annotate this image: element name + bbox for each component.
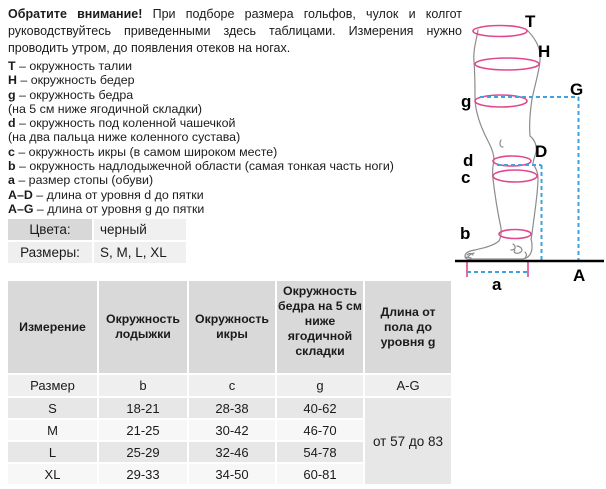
param-row: Размер b c g A-G bbox=[8, 375, 451, 396]
header-thigh: Окружность бедра на 5 см ниже ягодичной … bbox=[277, 281, 363, 373]
table-row-l: L 25-29 32-46 54-78 bbox=[8, 442, 451, 462]
g-cell: 46-70 bbox=[277, 420, 363, 440]
size-cell: XL bbox=[8, 464, 97, 484]
label-a: a bbox=[492, 275, 502, 292]
sizes-label: Размеры: bbox=[8, 242, 92, 263]
table-row-xl: XL 29-33 34-50 60-81 bbox=[8, 464, 451, 484]
notice-line-3: проводить утром, до появления отеков на … bbox=[8, 41, 291, 55]
notice-line-1-rest: При подборе размера гольфов, чулок и кол… bbox=[142, 7, 463, 21]
ankle-ellipse-b bbox=[498, 228, 532, 240]
leg-diagram: T H G g D d c b a A bbox=[455, 12, 604, 292]
colors-value: черный bbox=[94, 219, 186, 240]
measurement-ellipses bbox=[466, 24, 540, 277]
foot-outline bbox=[464, 238, 533, 260]
c-cell: 30-42 bbox=[189, 420, 275, 440]
param-c: c bbox=[189, 375, 275, 396]
colors-label: Цвета: bbox=[8, 219, 92, 240]
definition-H: H – окружность бедер bbox=[8, 73, 135, 88]
ankle-detail bbox=[510, 243, 528, 259]
header-measurement: Измерение bbox=[8, 281, 97, 373]
definition-g-note: (на 5 см ниже ягодичной складки) bbox=[8, 101, 203, 116]
label-H: H bbox=[538, 42, 550, 61]
definition-AD: A–D – длина от уровня d до пятки bbox=[8, 187, 204, 202]
header-ankle: Окружность лодыжки bbox=[99, 281, 187, 373]
attribute-table: Цвета: черный Размеры: S, M, L, XL bbox=[6, 217, 188, 265]
label-G: G bbox=[570, 80, 583, 99]
leg-outline-group bbox=[464, 29, 541, 260]
header-calf: Окружность икры bbox=[189, 281, 275, 373]
notice-bold-lead: Обратите внимание! bbox=[8, 7, 143, 21]
g-cell: 40-62 bbox=[277, 398, 363, 418]
b-cell: 18-21 bbox=[99, 398, 187, 418]
definition-d: d – окружность под коленной чашечкой bbox=[8, 116, 236, 131]
calf-ellipse-c bbox=[492, 169, 538, 183]
toe-detail bbox=[464, 252, 475, 259]
definition-b: b – окружность надлодыжечной области (са… bbox=[8, 159, 394, 174]
c-cell: 28-38 bbox=[189, 398, 275, 418]
header-length: Длина от пола до уровня g bbox=[365, 281, 451, 373]
label-A: A bbox=[573, 266, 585, 285]
table-row-m: M 21-25 30-42 46-70 bbox=[8, 420, 451, 440]
label-g: g bbox=[461, 92, 471, 111]
ag-merged-cell: от 57 до 83 bbox=[365, 398, 451, 484]
sizes-row: Размеры: S, M, L, XL bbox=[8, 242, 186, 263]
table-row-s: S 18-21 28-38 40-62 от 57 до 83 bbox=[8, 398, 451, 484]
b-cell: 21-25 bbox=[99, 420, 187, 440]
definition-g: g – окружность бедра bbox=[8, 87, 134, 102]
definition-c: c – окружность икры (в самом широком мес… bbox=[8, 144, 278, 159]
b-cell: 25-29 bbox=[99, 442, 187, 462]
hip-ellipse-H bbox=[474, 57, 540, 71]
notice-line-2: руководствуйтесь приведенными здесь табл… bbox=[8, 24, 462, 38]
c-cell: 32-46 bbox=[189, 442, 275, 462]
waist-ellipse-T bbox=[472, 24, 528, 38]
length-lines bbox=[467, 96, 580, 273]
notice-paragraph: Обратите внимание! При подборе размера г… bbox=[8, 6, 462, 57]
definition-a: a – размер стопы (обуви) bbox=[8, 173, 154, 188]
c-cell: 34-50 bbox=[189, 464, 275, 484]
sizes-value: S, M, L, XL bbox=[94, 242, 186, 263]
size-chart-table: Измерение Окружность лодыжки Окружность … bbox=[6, 279, 453, 486]
colors-row: Цвета: черный bbox=[8, 219, 186, 240]
label-c: c bbox=[461, 168, 470, 187]
param-size: Размер bbox=[8, 375, 97, 396]
notice-line-1: Обратите внимание! При подборе размера г… bbox=[8, 6, 462, 23]
g-cell: 60-81 bbox=[277, 464, 363, 484]
label-d: d bbox=[463, 151, 473, 170]
definition-AG: A–G – длина от уровня g до пятки bbox=[8, 201, 205, 216]
leg-outline-left bbox=[473, 29, 502, 251]
knee-detail bbox=[499, 139, 504, 148]
size-cell: M bbox=[8, 420, 97, 440]
param-ag: A-G bbox=[365, 375, 451, 396]
label-D: D bbox=[535, 142, 547, 161]
definition-d-note: (на два пальца ниже коленного сустава) bbox=[8, 130, 241, 145]
g-cell: 54-78 bbox=[277, 442, 363, 462]
size-cell: L bbox=[8, 442, 97, 462]
definitions-list: T – окружность талии H – окружность беде… bbox=[8, 59, 460, 216]
size-cell: S bbox=[8, 398, 97, 418]
leg-outline-right bbox=[526, 29, 541, 240]
b-cell: 29-33 bbox=[99, 464, 187, 484]
size-chart-header-row: Измерение Окружность лодыжки Окружность … bbox=[8, 281, 451, 373]
label-b: b bbox=[460, 224, 470, 243]
param-b: b bbox=[99, 375, 187, 396]
label-T: T bbox=[525, 12, 536, 31]
param-g: g bbox=[277, 375, 363, 396]
diagram-labels: T H G g D d c b a A bbox=[460, 12, 585, 292]
definition-T: T – окружность талии bbox=[8, 59, 133, 73]
thigh-ellipse-g bbox=[474, 94, 528, 108]
